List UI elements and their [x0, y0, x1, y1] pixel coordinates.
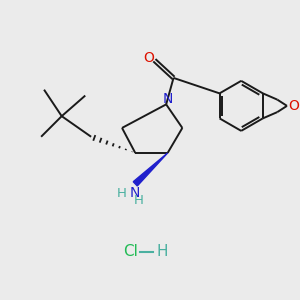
Text: N: N — [130, 186, 140, 200]
Text: O: O — [144, 51, 154, 65]
Text: N: N — [162, 92, 173, 106]
Polygon shape — [133, 153, 168, 186]
Text: H: H — [117, 187, 127, 200]
Text: O: O — [288, 99, 299, 113]
Text: Cl: Cl — [123, 244, 138, 259]
Text: H: H — [156, 244, 167, 259]
Text: H: H — [133, 194, 143, 207]
